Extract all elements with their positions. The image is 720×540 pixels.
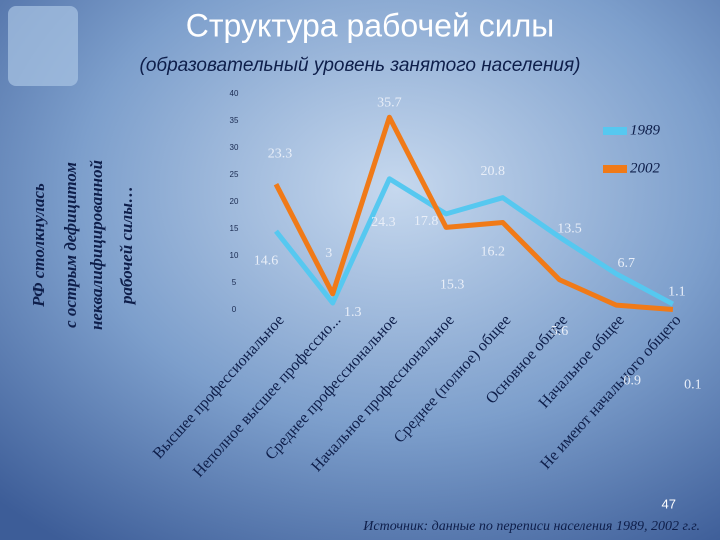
- y-tick-label: 0: [232, 305, 237, 314]
- source: Источник: данные по переписи населения 1…: [362, 519, 700, 534]
- data-label: 14.6: [254, 253, 279, 268]
- y-tick-label: 20: [230, 197, 239, 206]
- legend-swatch: [603, 165, 627, 173]
- y-tick-label: 25: [230, 170, 239, 179]
- series-line: [274, 176, 675, 307]
- data-label: 17.8: [414, 214, 439, 229]
- page-number: 47: [662, 496, 676, 511]
- data-label: 0.1: [684, 378, 702, 393]
- subtitle: (образовательный уровень занятого населе…: [140, 55, 581, 76]
- data-label: 20.8: [481, 164, 506, 179]
- y-tick-label: 40: [230, 89, 239, 98]
- data-label: 1.3: [344, 305, 362, 320]
- data-label: 23.3: [268, 146, 293, 161]
- legend-swatch: [603, 127, 627, 135]
- legend-label: 1989: [630, 122, 661, 138]
- side-note-line: рабочей силы…: [117, 186, 136, 306]
- y-tick-label: 15: [230, 224, 239, 233]
- data-label: 35.7: [377, 95, 402, 110]
- series-line: [273, 114, 674, 312]
- puzzle-icon: [8, 6, 78, 86]
- y-tick-label: 10: [230, 251, 239, 260]
- data-label: 13.5: [557, 221, 582, 236]
- legend-label: 2002: [630, 160, 661, 176]
- data-label: 0.9: [623, 373, 641, 388]
- side-note-line: неквалифицированной: [87, 160, 106, 330]
- data-label: 16.2: [481, 245, 506, 260]
- side-note-line: РФ столкнулась: [29, 183, 48, 308]
- data-label: 5.6: [551, 324, 569, 339]
- data-label: 3: [325, 246, 332, 261]
- side-note-line: с острым дефицитом: [61, 162, 80, 328]
- side-note: РФ столкнулась с острым дефицитом неквалиф…: [29, 160, 136, 330]
- y-tick-label: 30: [230, 143, 239, 152]
- y-tick-label: 5: [232, 278, 237, 287]
- data-label: 24.3: [371, 215, 396, 230]
- data-label: 15.3: [440, 278, 465, 293]
- title: Структура рабочей силы: [186, 7, 555, 43]
- data-label: 1.1: [668, 284, 686, 299]
- data-label: 6.7: [617, 256, 635, 271]
- y-tick-label: 35: [230, 116, 239, 125]
